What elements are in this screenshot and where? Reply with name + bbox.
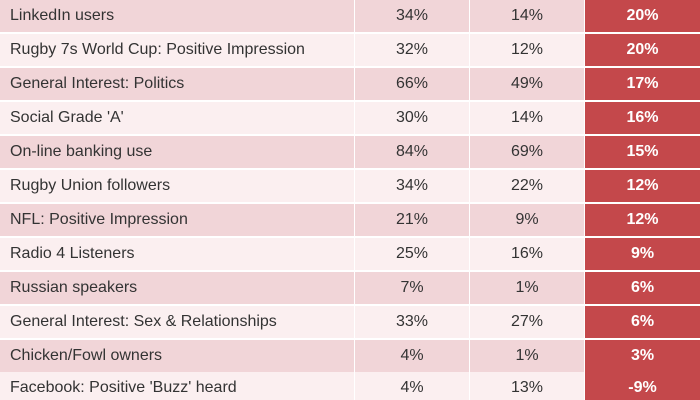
row-label: Chicken/Fowl owners [0, 340, 355, 372]
value-b: 14% [470, 0, 585, 32]
value-b: 1% [470, 272, 585, 304]
table-row: Rugby Union followers 34% 22% 12% [0, 170, 700, 202]
difference-value: 16% [585, 102, 700, 134]
value-b: 1% [470, 340, 585, 372]
value-a: 7% [355, 272, 470, 304]
value-a: 66% [355, 68, 470, 100]
value-a: 33% [355, 306, 470, 338]
value-a: 21% [355, 204, 470, 236]
difference-value: 6% [585, 272, 700, 304]
row-label: General Interest: Sex & Relationships [0, 306, 355, 338]
row-label: On-line banking use [0, 136, 355, 168]
value-b: 12% [470, 34, 585, 66]
row-label: Social Grade 'A' [0, 102, 355, 134]
difference-value: 20% [585, 34, 700, 66]
value-a: 34% [355, 0, 470, 32]
table-row: Radio 4 Listeners 25% 16% 9% [0, 238, 700, 270]
table-row: Chicken/Fowl owners 4% 1% 3% [0, 340, 700, 372]
value-b: 14% [470, 102, 585, 134]
difference-value: 6% [585, 306, 700, 338]
table-row: On-line banking use 84% 69% 15% [0, 136, 700, 168]
row-label: Facebook: Positive 'Buzz' heard [0, 372, 355, 400]
value-a: 4% [355, 372, 470, 400]
difference-value: -9% [585, 372, 700, 400]
row-label: Rugby 7s World Cup: Positive Impression [0, 34, 355, 66]
difference-value: 3% [585, 340, 700, 372]
difference-value: 20% [585, 0, 700, 32]
difference-value: 9% [585, 238, 700, 270]
table-row: Facebook: Positive 'Buzz' heard 4% 13% -… [0, 372, 700, 400]
difference-value: 12% [585, 204, 700, 236]
table-row: NFL: Positive Impression 21% 9% 12% [0, 204, 700, 236]
row-label: Russian speakers [0, 272, 355, 304]
table-row: General Interest: Sex & Relationships 33… [0, 306, 700, 338]
row-label: Rugby Union followers [0, 170, 355, 202]
value-b: 13% [470, 372, 585, 400]
row-label: General Interest: Politics [0, 68, 355, 100]
table-row: LinkedIn users 34% 14% 20% [0, 0, 700, 32]
row-label: NFL: Positive Impression [0, 204, 355, 236]
value-a: 32% [355, 34, 470, 66]
value-a: 30% [355, 102, 470, 134]
value-b: 69% [470, 136, 585, 168]
value-b: 16% [470, 238, 585, 270]
value-b: 49% [470, 68, 585, 100]
value-b: 27% [470, 306, 585, 338]
value-a: 25% [355, 238, 470, 270]
row-label: LinkedIn users [0, 0, 355, 32]
difference-value: 12% [585, 170, 700, 202]
table-row: Social Grade 'A' 30% 14% 16% [0, 102, 700, 134]
table-row: Russian speakers 7% 1% 6% [0, 272, 700, 304]
value-b: 9% [470, 204, 585, 236]
difference-value: 17% [585, 68, 700, 100]
value-a: 34% [355, 170, 470, 202]
table-row: Rugby 7s World Cup: Positive Impression … [0, 34, 700, 66]
row-label: Radio 4 Listeners [0, 238, 355, 270]
table-row: General Interest: Politics 66% 49% 17% [0, 68, 700, 100]
value-b: 22% [470, 170, 585, 202]
value-a: 84% [355, 136, 470, 168]
difference-value: 15% [585, 136, 700, 168]
value-a: 4% [355, 340, 470, 372]
